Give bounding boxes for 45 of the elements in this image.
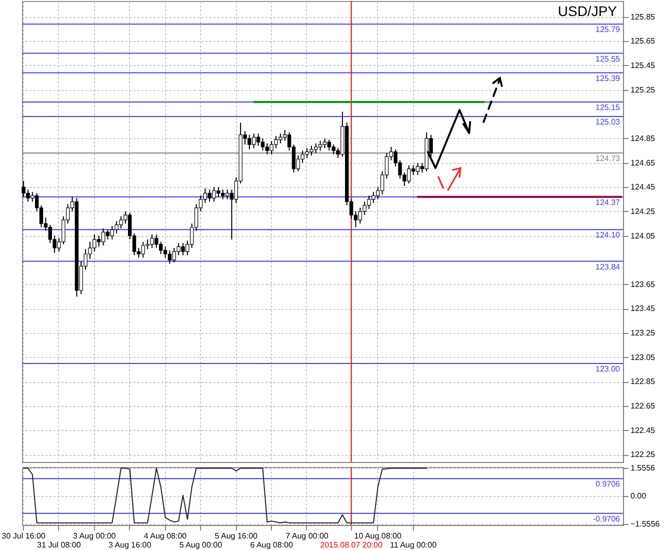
x-tick-label: 30 Jul 16:00 — [2, 532, 46, 540]
y-tick-label: 124.25 — [630, 206, 656, 216]
y-tick-label: 125.85 — [630, 12, 656, 22]
x-tick-label: 10 Aug 08:00 — [354, 532, 402, 540]
x-tick-label: 3 Aug 16:00 — [108, 540, 152, 550]
ref-line-label: 0.9706 — [596, 480, 621, 489]
y-tick-label: 123.65 — [630, 280, 656, 289]
y-tick-label: 0.00 — [630, 492, 647, 500]
ref-line-label: 124.10 — [596, 230, 621, 240]
ref-line-label: 125.55 — [596, 54, 621, 64]
x-tick-label: 11 Aug 00:00 — [390, 540, 438, 550]
ref-line-label: 124.37 — [596, 198, 621, 207]
x-tick-label: 31 Jul 08:00 — [37, 540, 82, 550]
x-tick-label: 6 Aug 08:00 — [250, 540, 294, 550]
ref-line-label: 123.00 — [596, 364, 621, 374]
ref-line-label: 125.39 — [596, 74, 621, 83]
ref-line-label: 123.84 — [596, 262, 621, 272]
y-tick-label: 123.45 — [630, 304, 656, 314]
x-tick-label: 5 Aug 16:00 — [214, 532, 258, 540]
ref-line-label: 124.73 — [596, 154, 621, 164]
x-tick-label: 3 Aug 00:00 — [73, 532, 116, 540]
y-tick-label: 125.45 — [630, 60, 656, 70]
y-tick-label: 124.85 — [630, 134, 656, 143]
y-tick-label: 122.85 — [630, 377, 656, 386]
y-tick-label: 125.25 — [630, 85, 656, 94]
y-tick-label: 122.45 — [630, 426, 656, 435]
chart-title: USD/JPY — [558, 3, 618, 19]
x-tick-label: 5 Aug 00:00 — [179, 540, 223, 550]
x-tick-label: 7 Aug 00:00 — [286, 532, 329, 540]
y-tick-label: 122.25 — [630, 450, 656, 460]
ref-line-label: 125.03 — [596, 118, 621, 127]
y-tick-label: 1.5556 — [630, 464, 656, 473]
y-tick-label: 122.65 — [630, 402, 656, 411]
x-tick-label: 2015.08.07 20:00 — [320, 540, 383, 550]
y-tick-label: −1.5556 — [630, 519, 660, 528]
ref-line-label: -0.9706 — [592, 514, 621, 524]
y-tick-label: 124.65 — [630, 158, 656, 168]
y-tick-label: 124.45 — [630, 182, 656, 192]
y-tick-label: 123.25 — [630, 328, 656, 338]
y-tick-label: 124.05 — [630, 231, 656, 240]
x-tick-label: 4 Aug 08:00 — [144, 532, 188, 540]
y-tick-label: 125.65 — [630, 36, 656, 46]
y-tick-label: 123.05 — [630, 352, 656, 362]
ref-line-label: 125.15 — [596, 102, 621, 112]
ref-line-label: 125.79 — [596, 25, 621, 34]
